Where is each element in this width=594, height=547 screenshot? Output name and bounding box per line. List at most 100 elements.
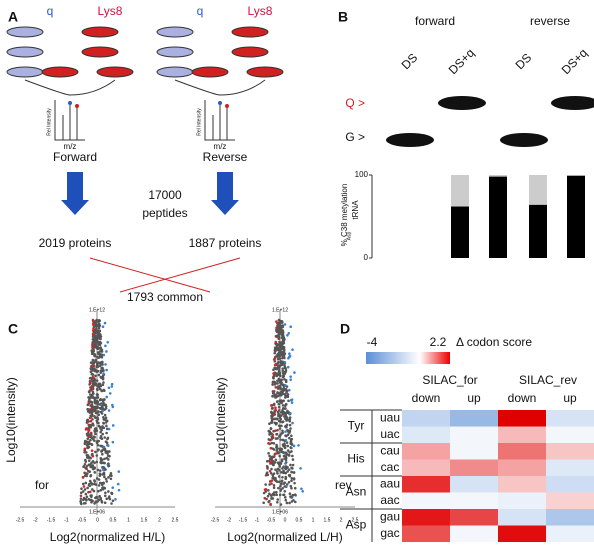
point [280,334,284,337]
point [79,497,83,500]
point [271,380,275,384]
point [272,484,276,487]
x-tick-label: -2.5 [16,517,25,523]
point [271,436,275,440]
point [98,425,102,429]
point [282,347,286,350]
point [95,477,99,480]
point [281,369,285,373]
point [88,479,92,483]
point [284,462,287,465]
point [93,409,97,413]
point [288,354,292,358]
arrow [61,172,89,215]
point [91,488,94,491]
point [109,477,113,481]
point [87,433,91,436]
spectrum-axis [54,100,85,141]
point [285,453,289,456]
point [290,443,294,446]
point [95,379,99,382]
point [268,454,271,458]
point [100,353,104,357]
point [95,441,99,444]
subcolumn-header: up [563,391,577,405]
point [284,465,288,468]
x-axis-label: Log2(normalized L/H) [227,530,342,544]
point [284,425,287,428]
point [268,469,272,473]
heat-cell [402,525,450,542]
point [276,334,279,338]
point [83,488,87,491]
point [107,462,110,465]
point [273,383,277,386]
point [79,494,83,498]
point [262,501,265,505]
point [271,390,275,393]
dish [6,26,44,38]
point [105,431,108,435]
heat-cell [498,426,546,443]
heat-cell [450,525,498,542]
point [92,362,96,365]
point [105,497,109,501]
point [97,484,101,487]
point [110,385,114,388]
point [281,342,284,346]
point [292,498,295,502]
x-tick-label: 2 [340,517,343,523]
point [281,409,284,412]
point [281,420,285,423]
point [92,424,95,427]
point [88,490,92,494]
point [290,401,294,404]
point [110,502,113,505]
heat-cell [546,509,594,526]
point [103,494,107,498]
point [99,497,103,501]
point [96,443,100,447]
point [102,353,106,357]
point [272,441,276,445]
point [271,383,274,386]
point [91,335,95,338]
point [281,429,284,433]
point [288,419,292,423]
point [107,495,111,498]
point [108,474,112,477]
point [97,356,100,359]
x-tick-label: 0 [284,517,287,523]
point [269,446,273,450]
connector [174,79,266,96]
point [104,421,108,424]
y-tick-label: 0 [364,253,369,262]
point [278,414,282,418]
x-tick-label: 1 [312,517,315,523]
point [274,355,277,358]
point [281,407,285,410]
point [108,450,111,453]
point [276,385,280,388]
point [92,489,96,493]
point [289,484,293,488]
point [95,454,99,457]
dish [191,66,229,78]
point [98,481,102,485]
point [89,395,92,399]
axis-label: m/z [64,142,77,151]
band-label: G > [345,130,365,144]
point [100,444,104,448]
x-tick-label: -1.5 [239,517,248,523]
point [111,403,114,407]
gel-band [438,96,486,110]
label-dot [75,104,79,108]
point [99,346,102,349]
point [90,498,93,502]
point [283,444,287,447]
point [280,482,283,486]
protein-count: 2019 proteins [39,236,112,250]
lane-label: DS+q [446,46,477,77]
point [96,346,100,350]
point [278,320,281,324]
